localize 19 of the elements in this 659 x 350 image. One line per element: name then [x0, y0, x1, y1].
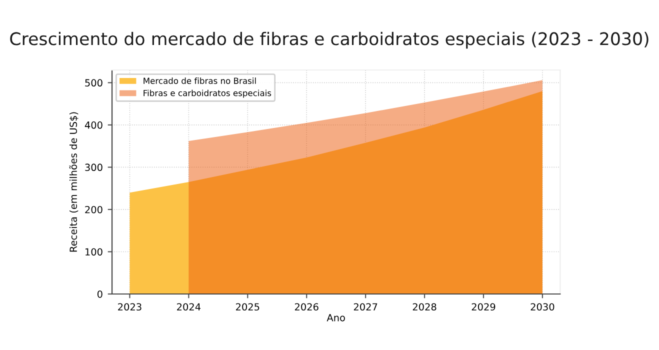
x-tick-label: 2026 [294, 303, 318, 311]
x-tick-label: 2029 [472, 303, 496, 311]
x-tick-label: 2028 [412, 303, 436, 311]
x-tick-label: 2030 [530, 303, 554, 311]
x-tick-label: 2023 [118, 303, 142, 311]
y-tick-label: 300 [85, 164, 102, 172]
x-tick-label: 2025 [236, 303, 260, 311]
y-axis-title: Receita (em milhões de US$) [69, 112, 78, 252]
chart-title: Crescimento do mercado de fibras e carboidratos especiais (2023 - 2030) [10, 32, 648, 49]
y-tick-label: 500 [85, 79, 102, 87]
x-axis-title: Ano [326, 314, 345, 322]
legend-label: Mercado de fibras no Brasil [144, 78, 256, 84]
y-tick-label: 100 [86, 248, 102, 256]
y-tick-label: 400 [84, 121, 102, 129]
y-tick-label: 0 [97, 290, 102, 298]
y-tick-label: 200 [85, 206, 102, 214]
legend-label: Fibras e carboidratos especiais [144, 90, 272, 98]
x-tick-label: 2027 [354, 303, 378, 311]
x-tick-label: 2024 [177, 303, 201, 311]
